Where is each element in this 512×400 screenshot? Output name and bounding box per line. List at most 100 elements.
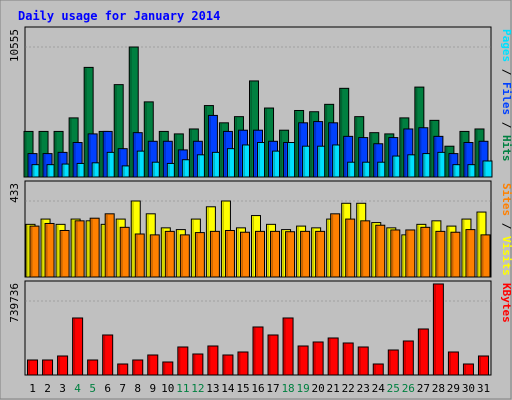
legend-item-pages: Pages [500, 29, 512, 62]
bar-kbytes-29 [447, 351, 459, 376]
bar-kbytes-17 [267, 334, 279, 376]
x-tick-label: 4 [74, 382, 81, 395]
bar-kbytes-26 [402, 340, 414, 376]
bar-sites-24 [375, 224, 386, 278]
x-tick-label: 21 [327, 382, 340, 395]
x-tick-label: 25 [387, 382, 400, 395]
y-axis-max-label: 739736 [8, 283, 21, 323]
bar-kbytes-14 [222, 354, 234, 376]
panel-visits-sites: 433 Sites / Visits [8, 180, 512, 278]
bar-sites-14 [224, 229, 235, 278]
bar-kbytes-31 [477, 355, 489, 376]
x-tick-label: 1 [29, 382, 36, 395]
legend-item-sites: Sites [500, 183, 512, 216]
x-tick-label: 2 [44, 382, 51, 395]
bar-kbytes-25 [387, 349, 399, 376]
x-tick-label: 5 [89, 382, 96, 395]
bar-kbytes-3 [57, 355, 69, 376]
legend-item-kbytes: KBytes [500, 283, 512, 323]
legend-visits-sites: Sites / Visits [500, 183, 512, 276]
bar-sites-21 [330, 213, 341, 278]
bar-sites-18 [285, 231, 296, 278]
bar-kbytes-12 [192, 353, 204, 376]
x-tick-label: 28 [432, 382, 445, 395]
bar-kbytes-1 [27, 359, 39, 376]
x-tick-label: 3 [59, 382, 66, 395]
bar-sites-23 [360, 220, 371, 278]
bar-kbytes-22 [342, 342, 354, 376]
bar-kbytes-27 [417, 328, 429, 376]
bar-kbytes-15 [237, 351, 249, 376]
x-tick-label: 22 [342, 382, 355, 395]
bar-kbytes-7 [117, 363, 129, 376]
x-tick-label: 30 [462, 382, 475, 395]
bar-sites-25 [390, 229, 401, 278]
bar-kbytes-10 [162, 361, 174, 376]
bar-kbytes-30 [462, 363, 474, 376]
bar-kbytes-28 [432, 283, 444, 376]
bar-sites-6 [104, 213, 115, 278]
x-tick-label: 9 [149, 382, 156, 395]
bar-kbytes-8 [132, 359, 144, 376]
bar-sites-27 [420, 226, 431, 278]
legend-separator: / [500, 62, 512, 82]
legend-item-hits: Hits [500, 135, 512, 162]
y-axis-max-label: 433 [8, 183, 21, 203]
x-tick-label: 23 [357, 382, 370, 395]
bar-sites-22 [345, 218, 356, 278]
bar-sites-28 [435, 230, 446, 278]
bar-sites-1 [29, 225, 40, 278]
bar-sites-30 [465, 229, 476, 278]
x-tick-label: 8 [134, 382, 141, 395]
x-tick-label: 14 [221, 382, 235, 395]
x-tick-label: 17 [266, 382, 279, 395]
bar-sites-15 [239, 231, 250, 278]
bar-sites-2 [44, 222, 55, 278]
legend-item-files: Files [500, 82, 512, 115]
bar-sites-9 [149, 234, 160, 278]
legend-item-visits: Visits [500, 236, 512, 276]
bar-kbytes-6 [102, 334, 114, 376]
y-axis-max-label: 10555 [8, 29, 21, 62]
x-tick-label: 7 [119, 382, 126, 395]
bar-kbytes-19 [297, 345, 309, 376]
bar-sites-19 [300, 230, 311, 278]
bar-sites-16 [255, 230, 265, 278]
chart-title: Daily usage for January 2014 [18, 9, 220, 23]
x-tick-label: 19 [296, 382, 309, 395]
bar-kbytes-5 [87, 359, 99, 376]
x-tick-label: 29 [447, 382, 460, 395]
bar-sites-5 [89, 217, 100, 278]
bar-pages-31 [482, 160, 493, 178]
x-tick-label: 31 [477, 382, 490, 395]
bar-sites-7 [119, 226, 130, 278]
bar-kbytes-16 [252, 326, 264, 376]
x-tick-label: 12 [191, 382, 204, 395]
legend-separator: / [500, 115, 512, 135]
bar-kbytes-23 [357, 346, 369, 376]
bar-sites-4 [74, 220, 85, 278]
bar-kbytes-13 [207, 345, 219, 376]
bar-kbytes-2 [42, 359, 54, 376]
legend-separator: / [500, 216, 512, 236]
bar-kbytes-9 [147, 354, 159, 376]
x-tick-label: 11 [176, 382, 189, 395]
bar-sites-26 [405, 229, 416, 278]
bar-sites-13 [209, 230, 220, 278]
bar-sites-17 [270, 230, 281, 278]
bar-sites-20 [315, 230, 326, 278]
bar-kbytes-18 [282, 317, 294, 376]
bar-sites-11 [179, 234, 190, 278]
bar-kbytes-4 [72, 317, 84, 376]
bar-sites-3 [59, 229, 70, 278]
panel-hits-files-pages: 10555 Pages / Files / Hits [8, 26, 512, 178]
x-tick-label: 18 [281, 382, 294, 395]
x-tick-label: 15 [236, 382, 249, 395]
legend-hits-files-pages: Pages / Files / Hits [500, 29, 512, 162]
x-tick-label: 13 [206, 382, 219, 395]
x-tick-label: 6 [104, 382, 111, 395]
x-tick-label: 26 [402, 382, 415, 395]
x-tick-label: 10 [161, 382, 174, 395]
bar-sites-10 [164, 230, 175, 278]
bar-kbytes-11 [177, 346, 189, 376]
